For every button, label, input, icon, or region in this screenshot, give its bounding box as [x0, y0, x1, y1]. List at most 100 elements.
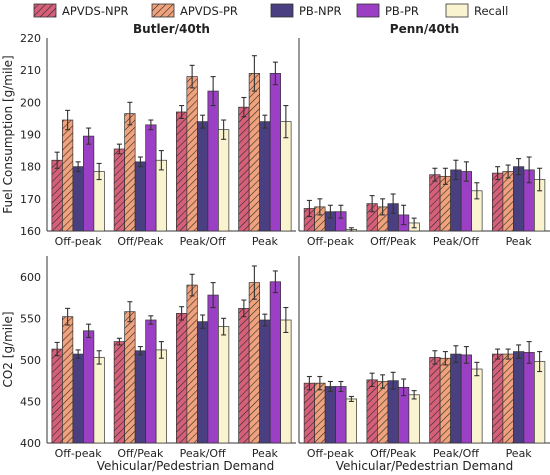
- bar-recall-off-peak: [155, 349, 167, 444]
- bar-hatch: [114, 341, 125, 443]
- bar-pb-pr-peak-off: [207, 294, 219, 444]
- bar-hatch: [304, 208, 315, 231]
- x-tick-label: Peak/Off: [180, 447, 226, 460]
- bar-pb-npr-peak-off: [197, 121, 209, 232]
- bar-hatch: [62, 316, 73, 443]
- legend-item-apvds-pr: APVDS-PR: [151, 3, 238, 18]
- legend: APVDS-NPR APVDS-PR PB-NPR PB-PR Recall: [33, 3, 508, 18]
- x-tick-label: Peak: [506, 235, 533, 248]
- bar-recall-off-peak: [345, 398, 357, 444]
- bar-hatch: [502, 354, 514, 443]
- y-tick-label: 200: [20, 96, 41, 109]
- bar-hatch: [186, 285, 198, 443]
- bar-pb-npr-off-peak: [134, 161, 146, 232]
- panel-r1-c1: Off-peak Off/Peak Peak/Off Peak: [298, 256, 550, 460]
- bar-pb-pr-off-peak: [145, 124, 157, 232]
- y-tick-label: 160: [20, 225, 41, 238]
- bar-hatch: [114, 148, 125, 231]
- x-tick-label: Peak/Off: [180, 235, 226, 248]
- bar-hatch: [238, 308, 250, 443]
- bar-hatch: [176, 111, 187, 231]
- x-tick-label: Off/Peak: [117, 447, 164, 460]
- x-tick-label: Off/Peak: [370, 235, 417, 248]
- x-tick-label: Peak/Off: [433, 447, 479, 460]
- legend-swatch: [445, 3, 469, 18]
- x-tick-label: Off-peak: [55, 447, 103, 460]
- panel-r0-c1: Penn/40th Off-peak Off/Peak Peak/Off Peak: [298, 22, 550, 248]
- bar-hatch: [51, 160, 63, 231]
- bar-hatch: [124, 311, 136, 443]
- legend-item-pb-pr: PB-PR: [356, 3, 419, 18]
- bar-hatch: [51, 349, 63, 443]
- bar-pb-npr-off-peak: [72, 166, 84, 232]
- bar-pb-pr-peak-off: [460, 354, 472, 444]
- bar-hatch: [366, 379, 378, 443]
- bar-hatch: [377, 206, 388, 231]
- bar-pb-npr-off-peak: [134, 350, 146, 444]
- bar-hatch: [176, 313, 187, 443]
- panel-title: Butler/40th: [133, 22, 210, 36]
- x-tick-label: Peak/Off: [433, 235, 479, 248]
- bar-hatch: [377, 381, 388, 443]
- bar-pb-npr-peak: [259, 319, 271, 444]
- legend-label: PB-PR: [385, 4, 419, 18]
- y-tick-label: 170: [20, 193, 41, 206]
- legend-label: APVDS-NPR: [62, 4, 129, 18]
- bar-pb-npr-peak-off: [450, 353, 462, 444]
- y-axis-label-fuel: Fuel Consumption [g/mile]: [1, 55, 15, 213]
- bar-hatch: [314, 206, 326, 231]
- bar-hatch: [429, 357, 441, 443]
- x-tick-label: Off-peak: [55, 235, 103, 248]
- bar-pb-npr-peak-off: [197, 321, 209, 444]
- bar-pb-pr-off-peak: [335, 386, 347, 444]
- bar-hatch: [249, 282, 260, 443]
- panel-r0-c0: Butler/40th 160 170 180 190 200 210 220 Off-peak…: [20, 22, 296, 248]
- bar-hatch: [124, 113, 136, 231]
- legend-swatch: [356, 3, 380, 18]
- bar-hatch: [440, 358, 451, 443]
- bar-hatch: [440, 176, 451, 231]
- bar-hatch: [492, 173, 503, 231]
- bar-hatch: [429, 174, 441, 231]
- legend-swatch-hatch: [34, 4, 56, 17]
- legend-label: PB-NPR: [299, 4, 342, 18]
- y-tick-label: 600: [20, 271, 41, 284]
- bar-pb-pr-peak: [523, 352, 535, 444]
- y-tick-label: 180: [20, 161, 41, 174]
- x-tick-label: Off-peak: [307, 447, 355, 460]
- x-tick-label: Off/Peak: [117, 235, 164, 248]
- panel-title: Penn/40th: [390, 22, 459, 36]
- bar-hatch: [304, 383, 315, 443]
- bar-pb-npr-off-peak: [72, 353, 84, 444]
- bar-hatch: [186, 76, 198, 231]
- legend-label: Recall: [474, 4, 508, 18]
- bar-recall-peak: [280, 319, 292, 444]
- y-tick-label: 220: [20, 32, 41, 45]
- x-axis-label-left: Vehicular/Pedestrian Demand: [97, 459, 275, 473]
- bar-pb-pr-off-peak: [83, 135, 95, 232]
- bar-pb-pr-off-peak: [145, 319, 157, 444]
- bar-hatch: [366, 203, 378, 231]
- x-tick-label: Peak: [506, 447, 533, 460]
- bar-recall-off-peak: [93, 357, 105, 444]
- bar-pb-pr-peak: [269, 73, 281, 232]
- legend-label: APVDS-PR: [180, 4, 238, 18]
- y-axis-label-co2: CO2 [g/mile]: [1, 311, 15, 387]
- legend-swatch: [270, 3, 294, 18]
- bar-pb-pr-peak-off: [207, 90, 219, 232]
- legend-item-apvds-npr: APVDS-NPR: [33, 3, 129, 18]
- chart-panels: Butler/40th 160 170 180 190 200 210 220 Off-peak…: [20, 22, 550, 460]
- bar-hatch: [492, 354, 503, 443]
- bar-hatch: [62, 120, 73, 231]
- bar-recall-off-peak: [155, 159, 167, 232]
- bar-recall-peak-off: [218, 129, 230, 232]
- x-tick-label: Peak: [252, 447, 279, 460]
- bar-pb-npr-peak: [259, 121, 271, 232]
- bar-recall-off-peak: [408, 394, 420, 444]
- x-tick-label: Off/Peak: [370, 447, 417, 460]
- bar-recall-peak-off: [471, 368, 483, 444]
- legend-item-pb-npr: PB-NPR: [270, 3, 342, 18]
- y-tick-label: 500: [20, 354, 41, 367]
- y-tick-label: 550: [20, 312, 41, 325]
